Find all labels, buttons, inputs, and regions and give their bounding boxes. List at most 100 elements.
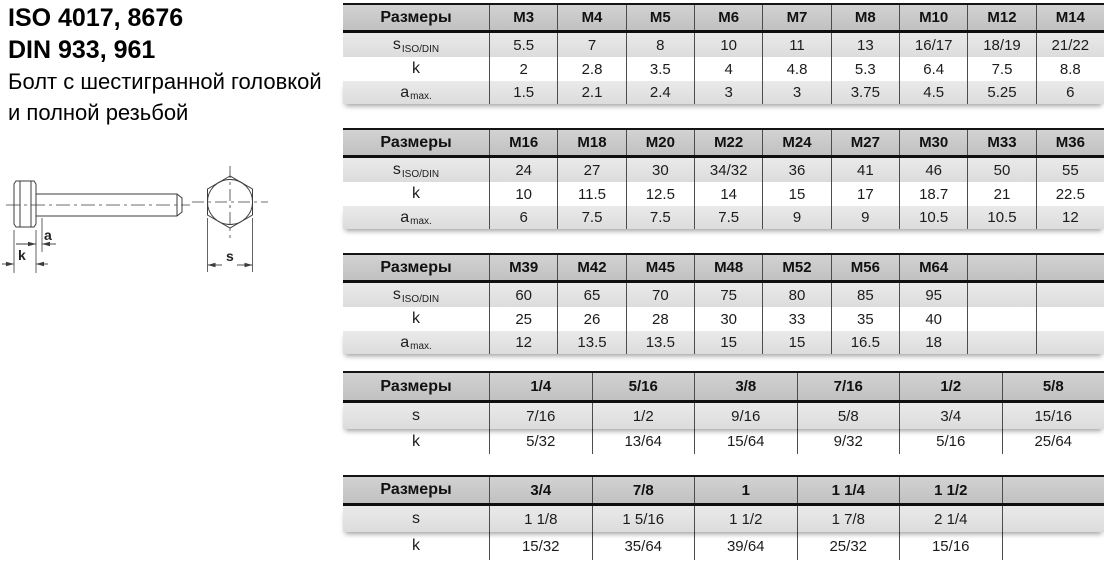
header-label: Размеры xyxy=(380,8,452,26)
column-header: M30 xyxy=(899,130,967,155)
table-cell: 6 xyxy=(1035,81,1104,104)
header-label: Размеры xyxy=(380,258,452,276)
column-header: 3/8 xyxy=(694,373,797,400)
standard-iso: ISO 4017, 8676 xyxy=(8,4,184,32)
table-cell: 12 xyxy=(489,331,557,354)
dimension-s-label: s xyxy=(226,248,234,264)
column-header: 1/4 xyxy=(489,373,592,400)
table-cell: 5/8 xyxy=(796,403,900,429)
dimension-a-label: a xyxy=(44,227,52,243)
table-cell: 12.5 xyxy=(625,182,694,206)
table-cell: 35/64 xyxy=(591,532,695,560)
table-row: s ISO/DIN 24 27 30 34/32 36 41 46 50 55 xyxy=(343,158,1104,182)
table-cell xyxy=(1035,331,1104,354)
row-label: s ISO/DIN xyxy=(392,161,440,180)
table-cell: 24 xyxy=(489,158,557,182)
table-cell: 11 xyxy=(762,33,830,57)
table-row: s ISO/DIN 60 65 70 75 80 85 95 xyxy=(343,283,1104,307)
table-cell: 1 5/16 xyxy=(591,506,695,532)
table-cell: 1 1/2 xyxy=(694,506,797,532)
table-cell: 7 xyxy=(557,33,625,57)
bolt-technical-drawing: a k s xyxy=(2,166,268,273)
table-row: s 1 1/8 1 5/16 1 1/2 1 7/8 2 1/4 xyxy=(343,506,1104,532)
product-name-line1: Болт с шестигранной головкой xyxy=(8,69,322,94)
column-header: M45 xyxy=(625,255,694,280)
table-cell: 8.8 xyxy=(1035,57,1104,81)
table-cell: 6.4 xyxy=(899,57,967,81)
table-cell: 25 xyxy=(489,307,557,331)
product-name-line2: и полной резьбой xyxy=(8,100,189,125)
table-cell: 5/32 xyxy=(489,429,592,454)
table-cell: 3/4 xyxy=(899,403,1002,429)
table-cell: 15 xyxy=(762,182,830,206)
table-cell: 30 xyxy=(694,307,762,331)
table-cell: 5.5 xyxy=(489,33,557,57)
table-cell: 35 xyxy=(830,307,899,331)
column-header: M56 xyxy=(830,255,899,280)
standard-din: DIN 933, 961 xyxy=(8,36,156,64)
table-cell: 17 xyxy=(830,182,899,206)
row-label: s ISO/DIN xyxy=(392,36,440,55)
table-cell: 40 xyxy=(899,307,967,331)
column-header: M5 xyxy=(625,5,694,30)
column-header: M16 xyxy=(489,130,557,155)
column-header: 3/4 xyxy=(489,477,592,503)
table-cell: 36 xyxy=(762,158,830,182)
table-cell: 2 xyxy=(489,57,557,81)
table-cell: 6 xyxy=(489,206,557,229)
table-cell: 11.5 xyxy=(557,182,625,206)
inscribed-circle xyxy=(207,179,253,225)
table-cell: 26 xyxy=(557,307,625,331)
row-label: s ISO/DIN xyxy=(392,286,440,305)
table-header-row: Размеры M39 M42 M45 M48 M52 M56 M64 xyxy=(343,255,1104,283)
table-cell: 1.5 xyxy=(489,81,557,104)
table-header-row: Размеры 3/4 7/8 1 1 1/4 1 1/2 xyxy=(343,477,1104,506)
table-cell xyxy=(1001,532,1104,560)
table-cell: 9 xyxy=(830,206,899,229)
table-cell: 28 xyxy=(625,307,694,331)
table-cell xyxy=(967,307,1035,331)
table-cell: 70 xyxy=(625,283,694,307)
table-cell: 60 xyxy=(489,283,557,307)
table-cell: 13/64 xyxy=(591,429,695,454)
bolt-head xyxy=(13,180,37,228)
table-row: k 15/32 35/64 39/64 25/32 15/16 xyxy=(343,532,1104,560)
table-cell: 10 xyxy=(694,33,762,57)
row-label: k xyxy=(412,310,420,327)
column-header: M4 xyxy=(557,5,625,30)
table-cell: 7.5 xyxy=(625,206,694,229)
table-cell: 15/64 xyxy=(694,429,797,454)
table-cell: 30 xyxy=(625,158,694,182)
column-header: 1/2 xyxy=(899,373,1002,400)
row-label: k xyxy=(412,60,420,77)
column-header: 1 1/2 xyxy=(899,477,1002,503)
table-cell xyxy=(967,283,1035,307)
table-cell: 16.5 xyxy=(830,331,899,354)
table-row: a max. 6 7.5 7.5 7.5 9 9 10.5 10.5 12 xyxy=(343,206,1104,229)
table-cell: 10.5 xyxy=(899,206,967,229)
bolt-end-view xyxy=(192,166,268,272)
table-cell: 2.1 xyxy=(557,81,625,104)
header-label: Размеры xyxy=(380,481,452,498)
table-cell: 1 7/8 xyxy=(796,506,900,532)
table-cell: 9/16 xyxy=(694,403,797,429)
row-label: k xyxy=(412,432,420,450)
table-cell: 46 xyxy=(899,158,967,182)
table-cell: 7/16 xyxy=(489,403,592,429)
column-header: M27 xyxy=(830,130,899,155)
table-row: k 5/32 13/64 15/64 9/32 5/16 25/64 xyxy=(343,429,1104,454)
bolt-side-view xyxy=(2,180,190,273)
title-block: ISO 4017, 8676 DIN 933, 961 Болт с шести… xyxy=(8,2,322,128)
table-imperial-quarter-to-fiveeighths: Размеры 1/4 5/16 3/8 7/16 1/2 5/8 s 7/16 1/2 9/16 5… xyxy=(343,371,1104,454)
table-imperial-threequarter-to-oneandhalf: Размеры 3/4 7/8 1 1 1/4 1 1/2 s 1 1/8 1 5/16 1 1/… xyxy=(343,475,1104,560)
column-header: M52 xyxy=(762,255,830,280)
row-label: a max. xyxy=(400,83,432,103)
table-row: s 7/16 1/2 9/16 5/8 3/4 15/16 xyxy=(343,403,1104,429)
column-header: M7 xyxy=(762,5,830,30)
table-cell: 4.5 xyxy=(899,81,967,104)
table-row: a max. 12 13.5 13.5 15 15 16.5 18 xyxy=(343,331,1104,354)
table-cell: 34/32 xyxy=(694,158,762,182)
table-cell: 3.5 xyxy=(625,57,694,81)
table-cell: 7.5 xyxy=(694,206,762,229)
table-cell: 80 xyxy=(762,283,830,307)
